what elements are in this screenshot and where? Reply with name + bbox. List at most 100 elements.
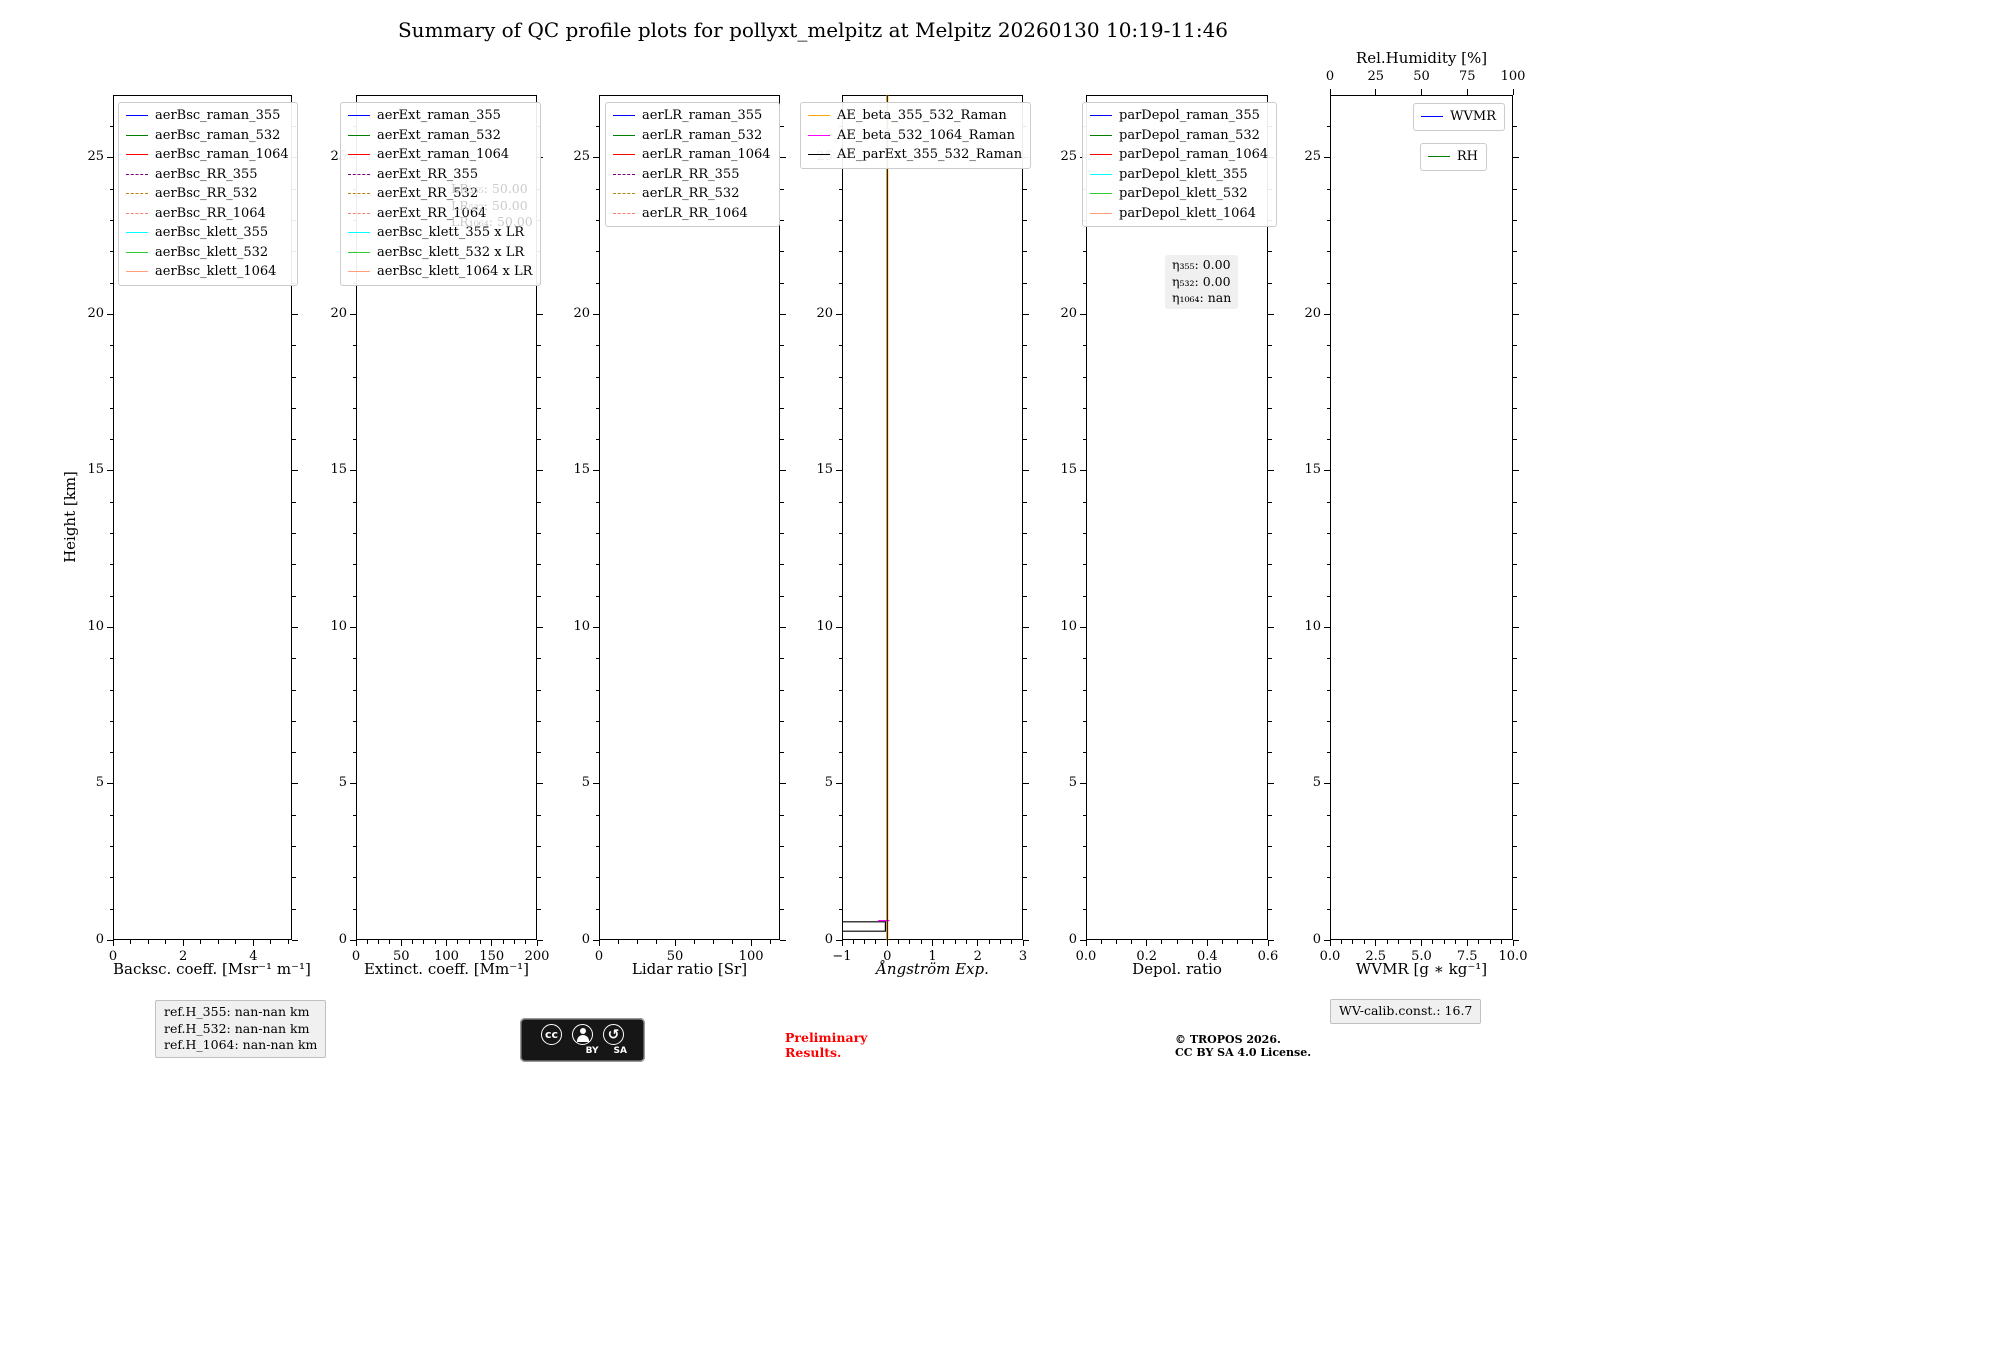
- y-minor-tick: [838, 407, 842, 409]
- panel-backscatter-axes: [113, 95, 292, 940]
- y-minor-tick: [1082, 877, 1086, 879]
- y-minor-tick: [109, 908, 113, 910]
- x-tick-label: 0: [351, 949, 361, 964]
- y-tick: [1080, 626, 1086, 628]
- x-minor-tick: [954, 940, 956, 944]
- legend-entry-label: RH: [1456, 149, 1478, 165]
- y-minor-tick-right: [292, 689, 296, 691]
- x-tick: [1267, 940, 1269, 946]
- y-tick-label: 0: [1312, 931, 1321, 947]
- x-tick-label: 50: [392, 949, 410, 964]
- x-minor-tick: [378, 940, 380, 944]
- y-tick: [350, 626, 356, 628]
- x-minor-tick: [1191, 940, 1193, 944]
- y-minor-tick-right: [780, 846, 784, 848]
- x-minor-tick: [693, 940, 695, 944]
- annotation-line: η₁₀₆₄: nan: [1172, 290, 1232, 305]
- x-minor-tick: [920, 940, 922, 944]
- legend-entry-label: aerBsc_klett_532 x LR: [377, 244, 525, 260]
- y-minor-tick-right: [1023, 439, 1027, 441]
- x-tick: [750, 940, 752, 946]
- y-minor-tick-right: [1268, 376, 1272, 378]
- legend-entry-label: aerExt_raman_532: [377, 127, 501, 143]
- y-tick-right: [1513, 939, 1519, 941]
- y-minor-tick-right: [780, 658, 784, 660]
- legend-line-swatch: [348, 134, 370, 136]
- y-tick-right: [1023, 939, 1029, 941]
- y-tick-right: [1268, 470, 1274, 472]
- x-tick-label: 0: [108, 949, 118, 964]
- y-tick-label: 20: [1304, 305, 1321, 321]
- y-minor-tick: [1082, 658, 1086, 660]
- x-tick: [841, 940, 843, 946]
- y-minor-tick: [838, 814, 842, 816]
- y-minor-tick-right: [780, 689, 784, 691]
- y-minor-tick-right: [1023, 564, 1027, 566]
- y-minor-tick-right: [1513, 126, 1517, 128]
- legend-entry-label: WVMR: [1450, 109, 1496, 125]
- y-minor-tick-right: [1268, 908, 1272, 910]
- legend-line-swatch: [126, 134, 148, 136]
- y-tick: [836, 626, 842, 628]
- x-tick: [932, 940, 933, 946]
- y-minor-tick: [1082, 407, 1086, 409]
- y-minor-tick: [1326, 126, 1330, 128]
- x-minor-tick: [909, 940, 911, 944]
- y-minor-tick: [1326, 658, 1330, 660]
- y-tick: [107, 939, 113, 941]
- y-minor-tick: [352, 439, 356, 441]
- y-minor-tick: [352, 908, 356, 910]
- x-minor-tick: [712, 940, 714, 944]
- legend-entry-label: aerLR_RR_1064: [642, 205, 748, 221]
- y-minor-tick: [1326, 407, 1330, 409]
- y-tick: [350, 939, 356, 941]
- x-tick: [1146, 940, 1148, 946]
- y-minor-tick-right: [1513, 251, 1517, 253]
- top-tick-label: 25: [1367, 69, 1385, 84]
- legend-line-swatch: [613, 134, 635, 136]
- y-minor-tick: [1082, 282, 1086, 284]
- y-tick: [350, 783, 356, 785]
- legend-entry: aerBsc_raman_355: [126, 106, 289, 126]
- y-minor-tick: [595, 908, 599, 910]
- y-minor-tick-right: [1513, 846, 1517, 848]
- y-minor-tick: [1326, 501, 1330, 503]
- y-tick-label: 5: [824, 775, 833, 791]
- y-minor-tick-right: [1513, 533, 1517, 535]
- legend-line-swatch: [126, 193, 148, 195]
- y-minor-tick-right: [1513, 345, 1517, 347]
- y-minor-tick-right: [292, 908, 296, 910]
- y-tick: [1324, 626, 1330, 628]
- y-tick-label: 25: [573, 149, 590, 165]
- y-tick: [593, 783, 599, 785]
- legend-entry: AE_beta_532_1064_Raman: [808, 126, 1022, 146]
- y-tick-right: [780, 157, 786, 159]
- y-minor-tick: [109, 720, 113, 722]
- y-minor-tick-right: [537, 752, 541, 754]
- y-minor-tick: [1326, 595, 1330, 597]
- y-minor-tick: [838, 564, 842, 566]
- legend-entry: aerExt_raman_355: [348, 106, 532, 126]
- y-minor-tick-right: [1023, 689, 1027, 691]
- y-tick: [836, 783, 842, 785]
- x-minor-tick: [457, 940, 459, 944]
- ref-h-1064-text: ref.H_1064: nan-nan km: [164, 1037, 318, 1052]
- y-tick-right: [292, 313, 298, 315]
- y-minor-tick: [838, 282, 842, 284]
- cc-license-badge: cc ↺ BY SA: [520, 1018, 645, 1062]
- y-minor-tick-right: [780, 407, 784, 409]
- y-minor-tick-right: [780, 564, 784, 566]
- y-minor-tick-right: [537, 908, 541, 910]
- legend-entry-label: aerLR_raman_1064: [642, 147, 771, 163]
- legend-entry: WVMR: [1421, 107, 1496, 127]
- y-minor-tick-right: [1513, 658, 1517, 660]
- x-tick: [446, 940, 447, 946]
- y-minor-tick: [1326, 877, 1330, 879]
- y-tick-right: [1268, 783, 1274, 785]
- cc-sa-arrow-icon: ↺: [603, 1024, 624, 1045]
- y-minor-tick: [595, 407, 599, 409]
- y-minor-tick-right: [1023, 908, 1027, 910]
- y-minor-tick: [109, 501, 113, 503]
- y-minor-tick-right: [1023, 814, 1027, 816]
- y-minor-tick-right: [1513, 282, 1517, 284]
